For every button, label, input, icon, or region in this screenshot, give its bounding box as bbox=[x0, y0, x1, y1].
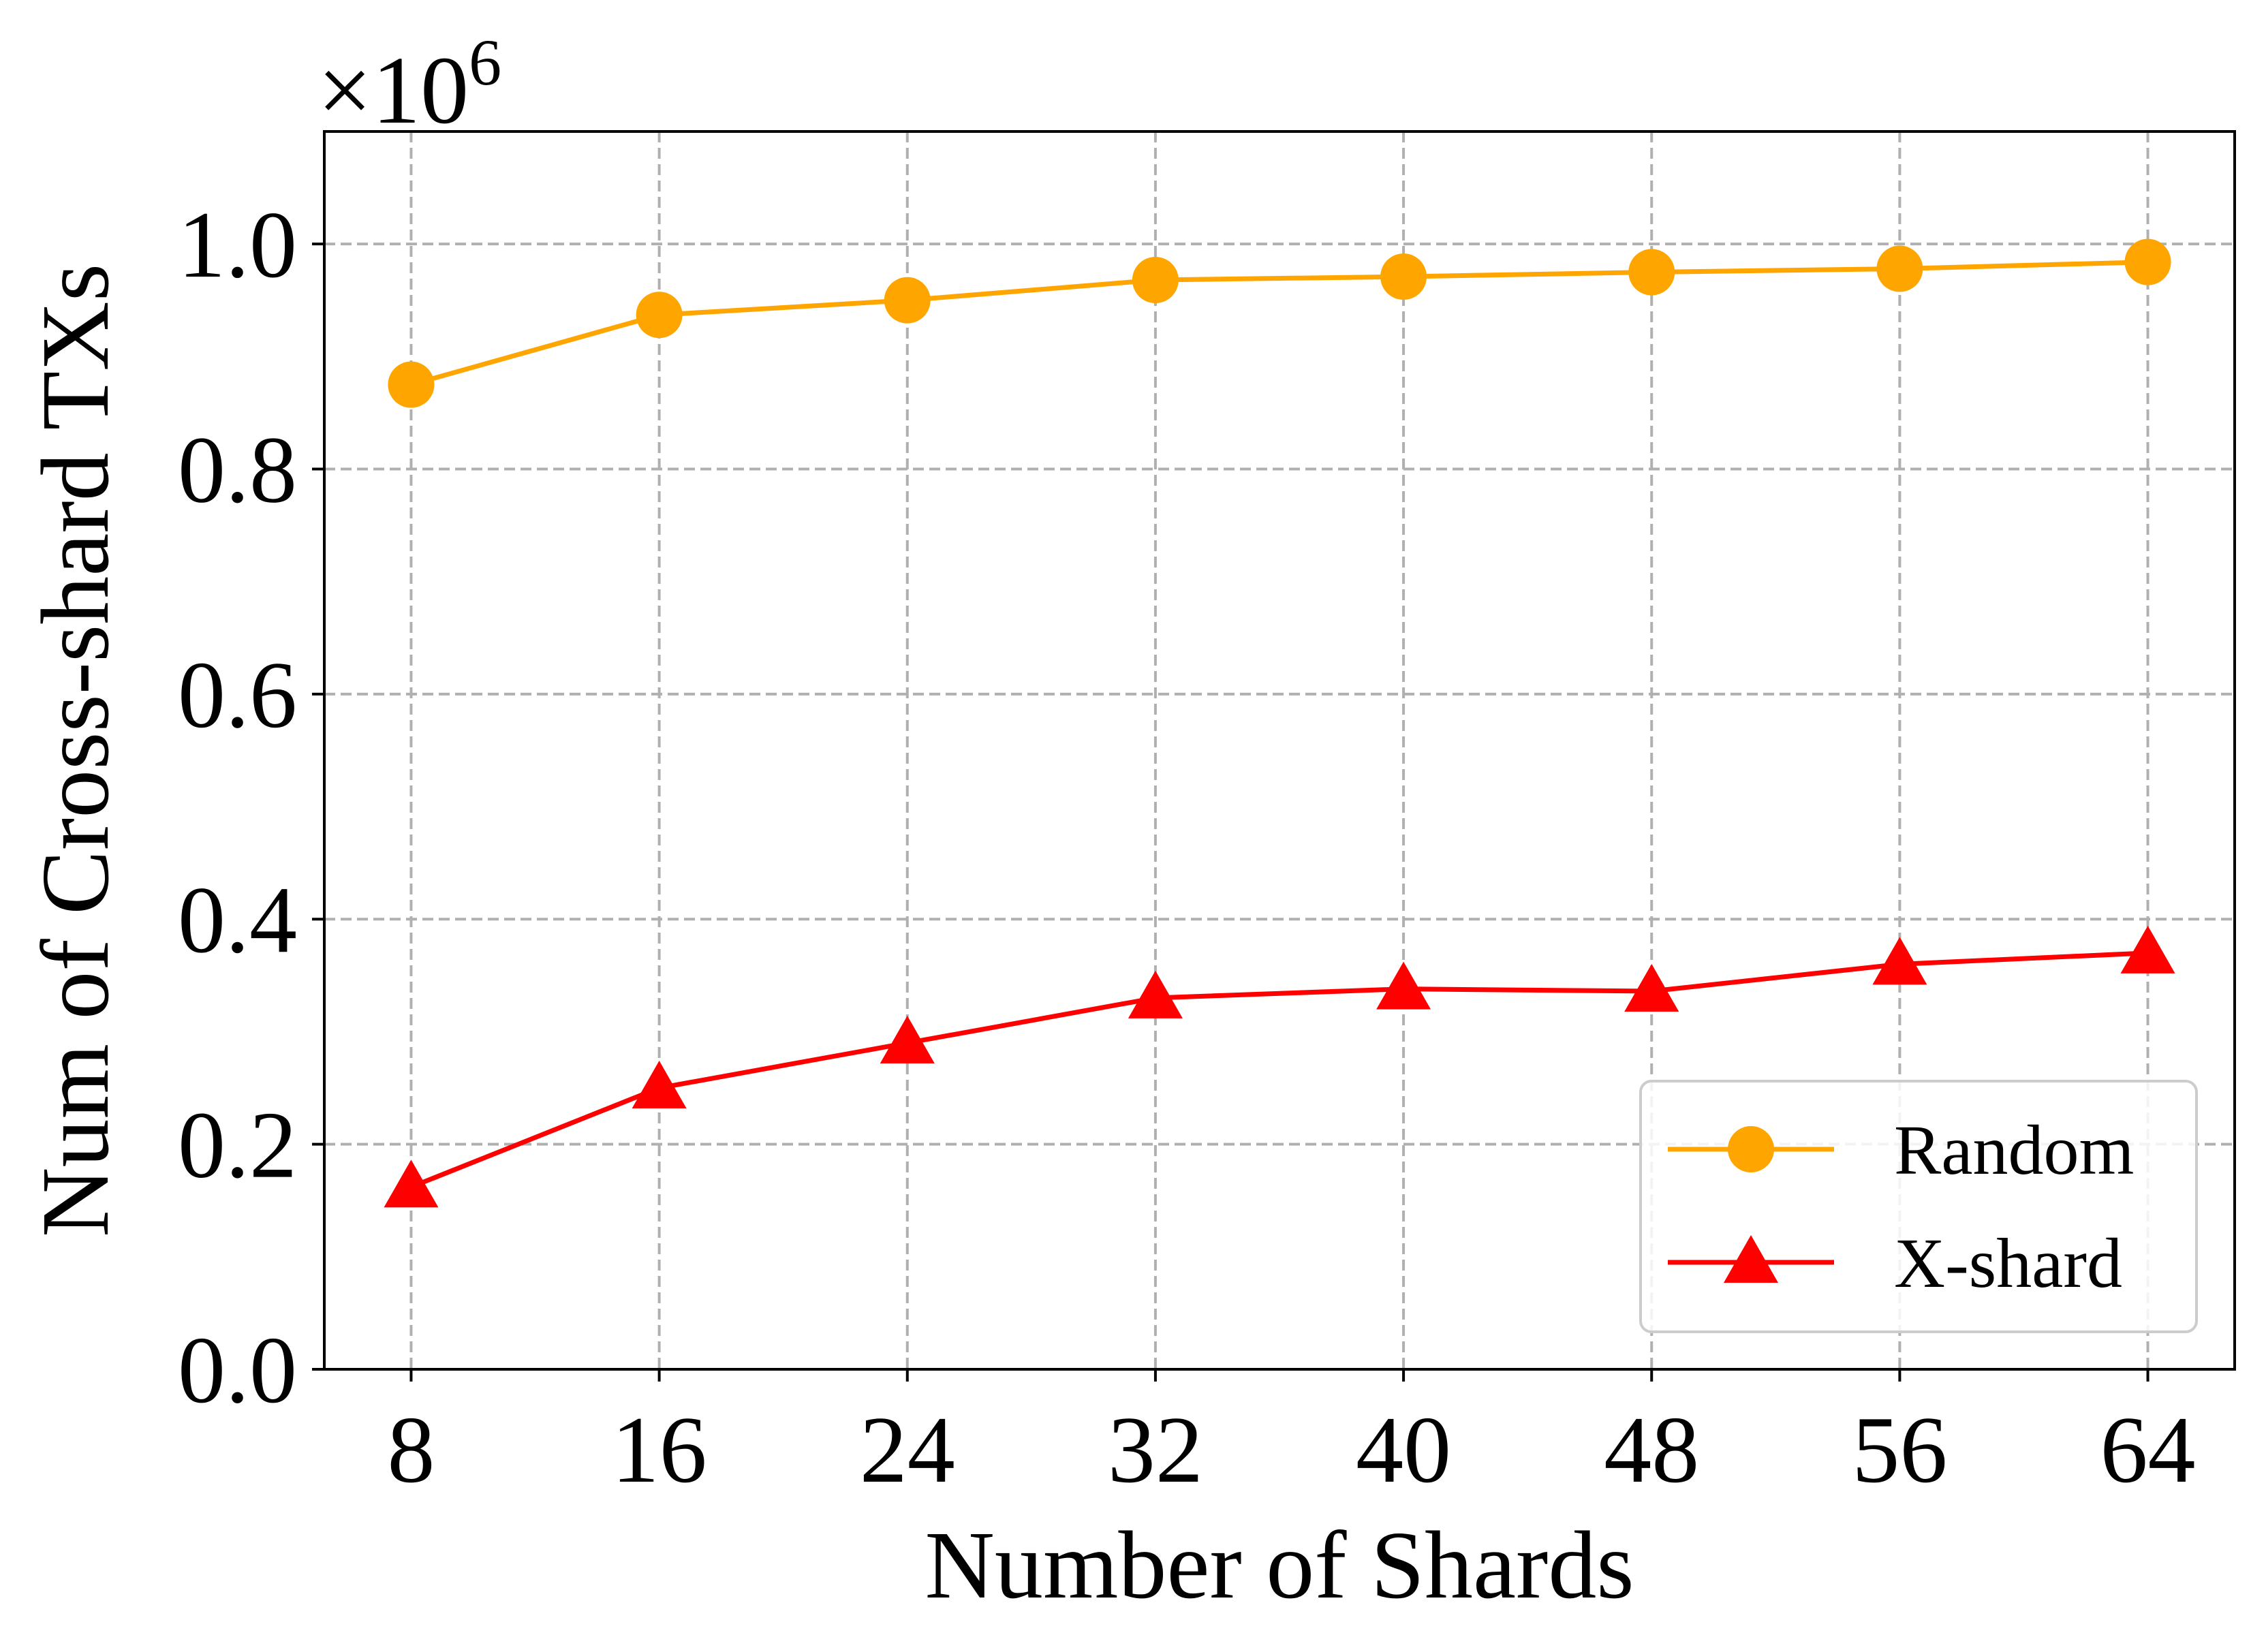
legend-box bbox=[1639, 1080, 2198, 1333]
data-point-triangle bbox=[1376, 961, 1431, 1010]
data-point-circle bbox=[1380, 253, 1427, 300]
data-point-circle bbox=[1876, 245, 1923, 292]
x-tick-label: 64 bbox=[2100, 1397, 2196, 1503]
y-multiplier-exponent: 6 bbox=[469, 26, 501, 99]
legend: Random X-shard bbox=[1639, 1080, 2198, 1333]
y-tick-label: 0.2 bbox=[178, 1093, 297, 1198]
series-x-shard bbox=[384, 925, 2175, 1208]
plot-series bbox=[384, 238, 2175, 1208]
x-axis-label: Number of Shards bbox=[925, 1511, 1634, 1619]
series-line bbox=[410, 260, 2148, 388]
y-axis-label: Num of Cross-shard TXs bbox=[21, 264, 129, 1237]
y-tick-label: 0.6 bbox=[178, 642, 297, 748]
legend-label: Random bbox=[1894, 1111, 2134, 1189]
data-point-circle bbox=[636, 292, 683, 339]
data-point-triangle bbox=[2120, 925, 2175, 973]
data-point-triangle bbox=[384, 1159, 439, 1208]
y-tick-label: 0.0 bbox=[178, 1318, 297, 1423]
data-point-triangle bbox=[880, 1015, 935, 1063]
x-tick-label: 32 bbox=[1108, 1397, 1203, 1503]
y-tick-label: 1.0 bbox=[178, 192, 297, 298]
data-point-circle bbox=[2124, 238, 2171, 285]
x-tick-label: 56 bbox=[1852, 1397, 1947, 1503]
x-tick-label: 40 bbox=[1356, 1397, 1451, 1503]
y-axis-multiplier: ×106 bbox=[317, 26, 501, 144]
y-axis-ticks: 0.0 0.2 0.4 0.6 0.8 1.0 bbox=[178, 192, 324, 1423]
y-tick-label: 0.8 bbox=[178, 418, 297, 523]
x-axis-ticks: 8 16 24 32 40 48 56 64 bbox=[387, 1369, 2196, 1503]
x-tick-label: 24 bbox=[860, 1397, 955, 1503]
series-line bbox=[410, 950, 2148, 1189]
y-multiplier-base: ×10 bbox=[317, 36, 469, 144]
data-point-circle bbox=[1132, 257, 1179, 304]
data-point-circle bbox=[388, 361, 435, 408]
y-tick-label: 0.4 bbox=[178, 867, 297, 973]
plot-frame bbox=[323, 130, 2236, 1371]
x-tick-label: 48 bbox=[1604, 1397, 1699, 1503]
data-point-triangle bbox=[1872, 937, 1927, 985]
legend-item-random: Random bbox=[1668, 1111, 2134, 1189]
data-point-triangle bbox=[1128, 970, 1183, 1018]
x-tick-label: 8 bbox=[387, 1397, 435, 1503]
legend-item-x-shard: X-shard bbox=[1668, 1224, 2122, 1303]
series-random bbox=[388, 238, 2171, 408]
data-point-circle bbox=[1628, 249, 1675, 296]
legend-marker bbox=[1724, 1235, 1778, 1283]
data-point-circle bbox=[884, 277, 931, 324]
legend-label: X-shard bbox=[1894, 1224, 2122, 1303]
x-tick-label: 16 bbox=[612, 1397, 707, 1503]
data-point-triangle bbox=[632, 1061, 687, 1109]
legend-marker bbox=[1728, 1126, 1774, 1172]
data-point-triangle bbox=[1624, 963, 1679, 1012]
